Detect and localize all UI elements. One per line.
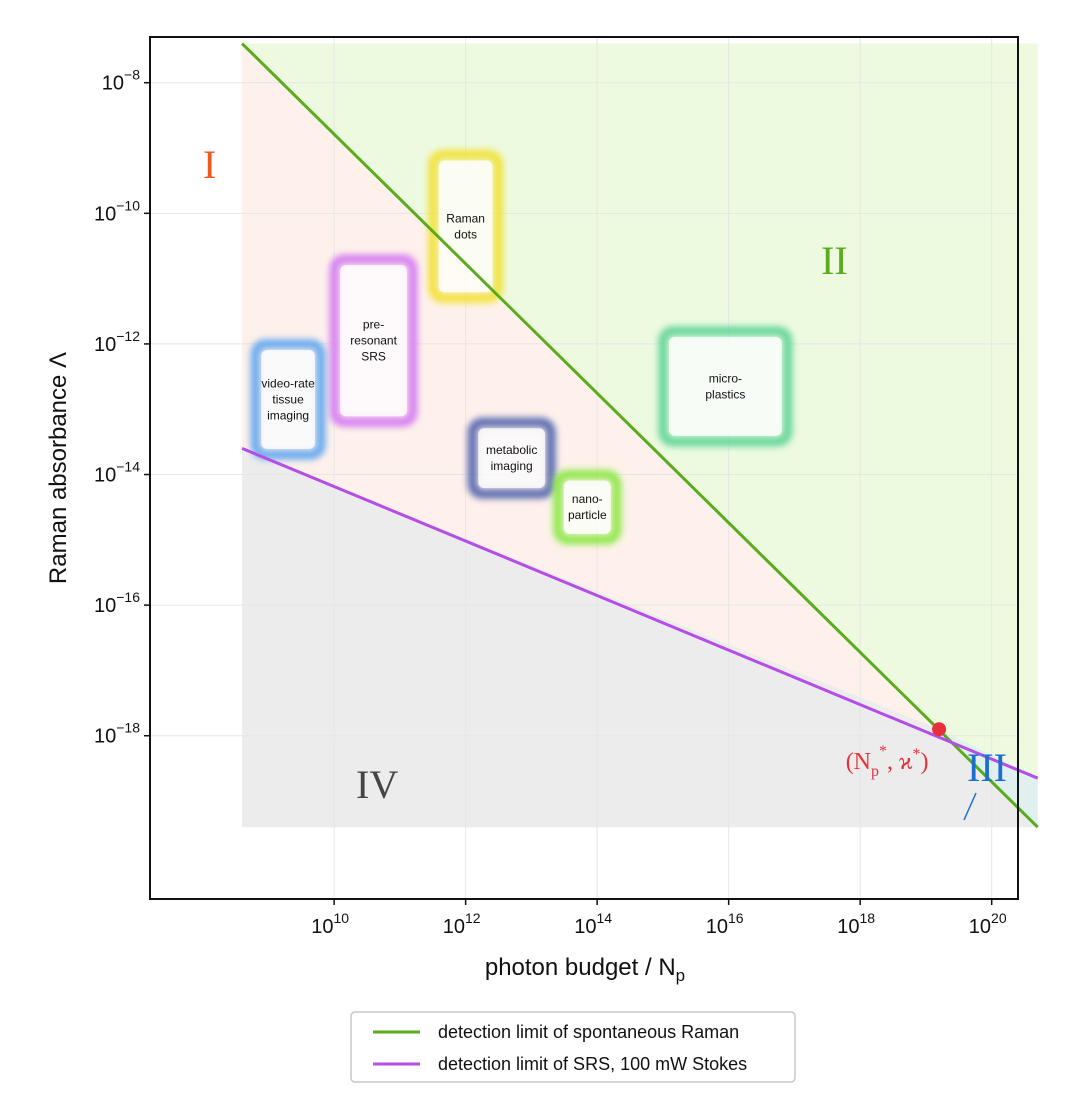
application-box-label: metabolic imaging: [486, 443, 537, 473]
x-tick-label: 1018: [837, 910, 875, 938]
application-box: pre-resonant SRS: [329, 254, 418, 427]
application-box-label-line: micro-: [709, 371, 742, 385]
legend-label-srs: detection limit of SRS, 100 mW Stokes: [438, 1054, 747, 1074]
intersection-label: (Np*, ϰ*): [846, 743, 929, 780]
application-box-label-line: plastics: [705, 387, 745, 401]
application-box: Raman dots: [428, 150, 504, 303]
application-box-label: micro-plastics: [705, 371, 745, 401]
y-tick-label: 10−14: [94, 459, 140, 487]
application-box-inner: [261, 349, 315, 449]
application-box-label: pre-resonant SRS: [350, 318, 397, 364]
x-tick-label: 1014: [574, 910, 612, 938]
application-box-label-line: pre-: [363, 318, 384, 332]
region-label-II: II: [821, 238, 848, 283]
application-box-inner: [668, 336, 782, 436]
application-box-inner: [478, 428, 546, 489]
region-label-IV: IV: [356, 762, 398, 807]
series-line-srs: [241, 447, 1039, 780]
application-box-label-line: metabolic: [486, 443, 537, 457]
x-tick-label: 1020: [969, 910, 1007, 938]
y-tick-label: 10−8: [102, 67, 140, 95]
y-tick-label: 10−10: [94, 197, 140, 225]
series-line-spontaneous-raman: [241, 42, 1039, 829]
application-boxes: Raman dots pre-resonant SRS video-rate tissue…: [250, 150, 793, 545]
application-box-label-line: resonant: [350, 334, 397, 348]
y-tick-label: 10−18: [94, 720, 140, 748]
application-box: nano-particle: [553, 470, 622, 545]
application-box-label-line: imaging: [267, 408, 309, 422]
legend-box: [350, 1011, 796, 1083]
x-tick-label: 1010: [311, 910, 349, 938]
intersection-point: [932, 722, 947, 737]
application-box-label: video-rate tissue imaging: [261, 376, 315, 422]
application-box-label: Raman dots: [446, 211, 485, 241]
y-axis-title: Raman absorbance Λ: [45, 352, 72, 584]
application-box-label-line: tissue: [272, 392, 304, 406]
application-box-label-line: video-rate: [261, 376, 315, 390]
region-IV-fill: [242, 448, 1038, 828]
legend-label-raman: detection limit of spontaneous Raman: [438, 1022, 739, 1042]
application-box-inner: [563, 480, 611, 534]
x-tick-label: 1012: [443, 910, 481, 938]
application-box-label-line: particle: [568, 508, 607, 522]
y-axis-ticks: 10−8 10−10 10−12 10−14 10−16 10−18: [94, 67, 150, 748]
y-tick-label: 10−16: [94, 589, 140, 617]
application-box-label-line: imaging: [491, 459, 533, 473]
application-box-label-line: Raman: [446, 211, 485, 225]
application-box-label-line: dots: [454, 227, 477, 241]
application-box-inner: [438, 160, 493, 293]
application-box: micro-plastics: [658, 326, 793, 447]
legend: detection limit of spontaneous Raman det…: [350, 1011, 796, 1083]
plot-frame: [149, 36, 1019, 900]
y-tick-label: 10−12: [94, 328, 140, 356]
region-label-III: III: [967, 745, 1007, 790]
x-axis-ticks: 1010 1012 1014 1016 1018 1020: [311, 899, 1007, 938]
x-axis-title: photon budget / Np: [485, 954, 685, 985]
application-box-label-line: SRS: [361, 350, 386, 364]
application-box: video-rate tissue imaging: [250, 339, 326, 460]
region-label-I: I: [203, 142, 216, 187]
region-III-pointer: [963, 792, 977, 821]
application-box-label: nano-particle: [568, 492, 607, 522]
x-tick-label: 1016: [706, 910, 744, 938]
application-box-label-line: nano-: [572, 492, 603, 506]
application-box: metabolic imaging: [467, 417, 556, 499]
application-box-inner: [340, 265, 408, 417]
